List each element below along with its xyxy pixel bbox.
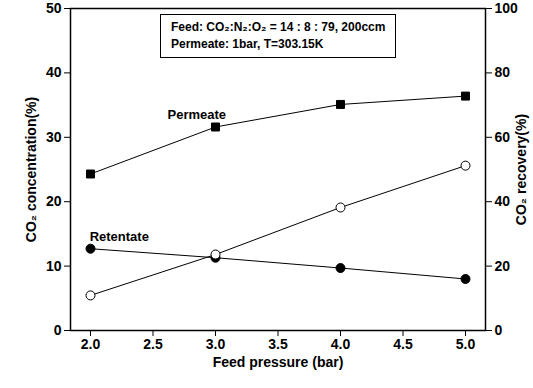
- svg-text:100: 100: [495, 0, 519, 16]
- svg-text:Retentate: Retentate: [90, 229, 149, 244]
- svg-text:30: 30: [46, 129, 62, 145]
- svg-text:60: 60: [495, 129, 511, 145]
- svg-text:20: 20: [46, 193, 62, 209]
- svg-text:5.0: 5.0: [456, 336, 476, 352]
- svg-text:50: 50: [46, 0, 62, 16]
- svg-text:CO₂ recovery(%): CO₂ recovery(%): [513, 114, 529, 225]
- svg-text:0: 0: [54, 322, 62, 338]
- svg-text:3.0: 3.0: [206, 336, 226, 352]
- svg-text:3.5: 3.5: [268, 336, 288, 352]
- svg-text:4.5: 4.5: [393, 336, 413, 352]
- svg-text:2.5: 2.5: [143, 336, 163, 352]
- svg-text:4.0: 4.0: [331, 336, 351, 352]
- svg-text:2.0: 2.0: [81, 336, 101, 352]
- html-text:Permeate: 1bar, T=303.15K: Permeate: 1bar, T=303.15K: [171, 37, 324, 51]
- svg-text:10: 10: [46, 258, 62, 274]
- svg-text:40: 40: [495, 193, 511, 209]
- svg-text:80: 80: [495, 64, 511, 80]
- svg-text:20: 20: [495, 258, 511, 274]
- svg-text:Permeate: Permeate: [167, 107, 226, 122]
- svg-text:Feed pressure (bar): Feed pressure (bar): [213, 354, 344, 370]
- svg-text:40: 40: [46, 64, 62, 80]
- svg-text:0: 0: [495, 322, 503, 338]
- svg-text:CO₂ concentration(%): CO₂ concentration(%): [23, 97, 39, 242]
- html-text:Feed: CO₂:N₂:O₂ = 14 : 8 : 79,: Feed: CO₂:N₂:O₂ = 14 : 8 : 79, 200ccm: [171, 20, 386, 34]
